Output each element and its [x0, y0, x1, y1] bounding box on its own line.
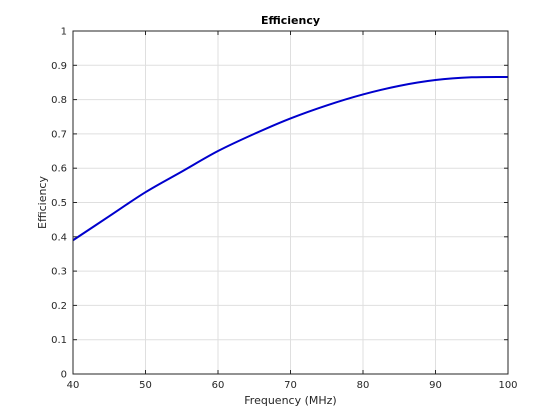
- y-tick-label: 0.9: [51, 61, 67, 72]
- x-tick-label: 100: [498, 380, 517, 391]
- x-tick-label: 90: [429, 380, 442, 391]
- y-tick-label: 0.2: [51, 301, 67, 312]
- y-tick-label: 0.8: [51, 95, 67, 106]
- y-tick-label: 0.7: [51, 129, 67, 140]
- y-tick-label: 1: [61, 27, 67, 38]
- y-tick-label: 0.1: [51, 335, 67, 346]
- y-tick-label: 0.5: [51, 198, 67, 209]
- chart-title: Efficiency: [261, 14, 320, 27]
- x-tick-label: 80: [357, 380, 370, 391]
- y-tick-label: 0: [61, 370, 67, 381]
- axis-ticks: 40 50 60 70 80 90 100 0 0.1 0.2 0.3 0.4 0.5 0.6 0.7 0.8…: [51, 27, 517, 392]
- y-axis-label: Efficiency: [36, 176, 49, 229]
- y-tick-label: 0.6: [51, 164, 67, 175]
- x-axis-label: Frequency (MHz): [244, 394, 336, 407]
- x-tick-label: 40: [67, 380, 80, 391]
- series-layer: [72, 75, 509, 242]
- series-line-0: [72, 75, 509, 242]
- y-tick-label: 0.3: [51, 267, 67, 278]
- y-tick-label: 0.4: [51, 232, 67, 243]
- x-tick-label: 70: [284, 380, 297, 391]
- x-tick-label: 60: [212, 380, 225, 391]
- x-tick-label: 50: [139, 380, 152, 391]
